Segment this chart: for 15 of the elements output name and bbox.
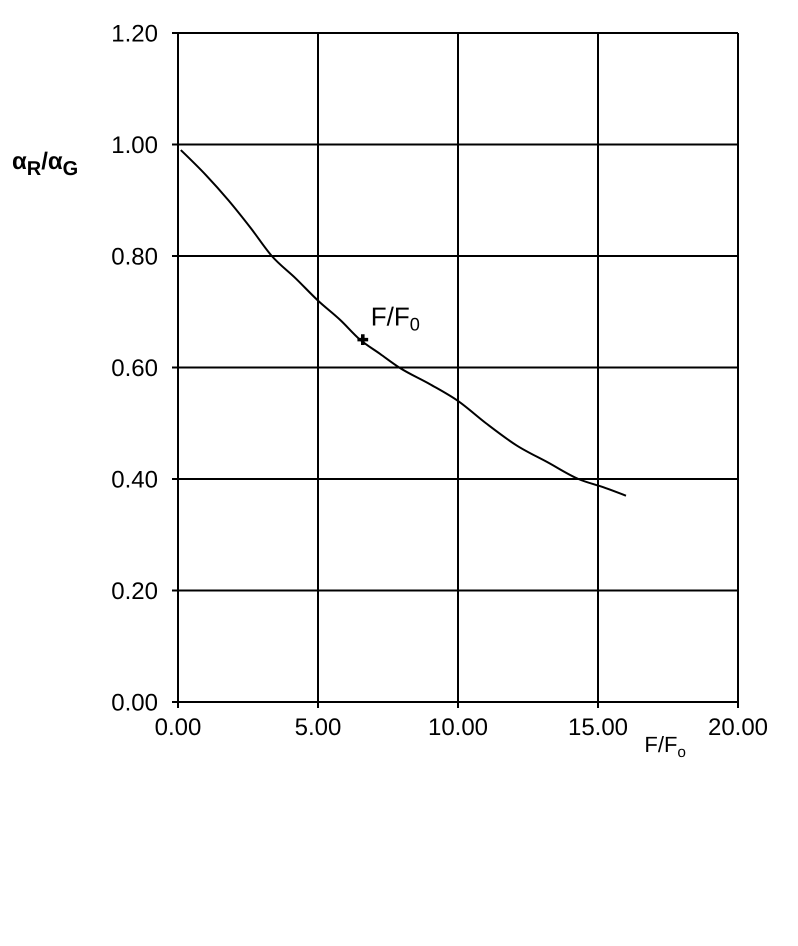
y-tick-label: 0.60 — [111, 355, 158, 382]
x-tick-label: 20.00 — [708, 714, 768, 742]
y-tick-label: 0.20 — [111, 578, 158, 606]
y-axis-title: α$_{R}$/α$_{G}$ — [12, 148, 78, 181]
x-tick-label: 15.00 — [568, 714, 628, 742]
x-tick-label: 0.00 — [154, 714, 202, 742]
y-tick-label: 0.00 — [111, 690, 158, 717]
x-tick-label: 5.00 — [294, 714, 342, 742]
x-axis-title: F/F$_{o}$ — [644, 732, 686, 760]
y-tick-label: 1.20 — [111, 20, 158, 48]
y-tick-label: 0.40 — [111, 466, 158, 494]
y-tick-label: 1.00 — [111, 132, 158, 160]
y-tick-label: 0.80 — [111, 244, 158, 271]
x-tick-label: 10.00 — [428, 714, 488, 742]
annotation: F/F$_{0}$ — [370, 302, 420, 336]
